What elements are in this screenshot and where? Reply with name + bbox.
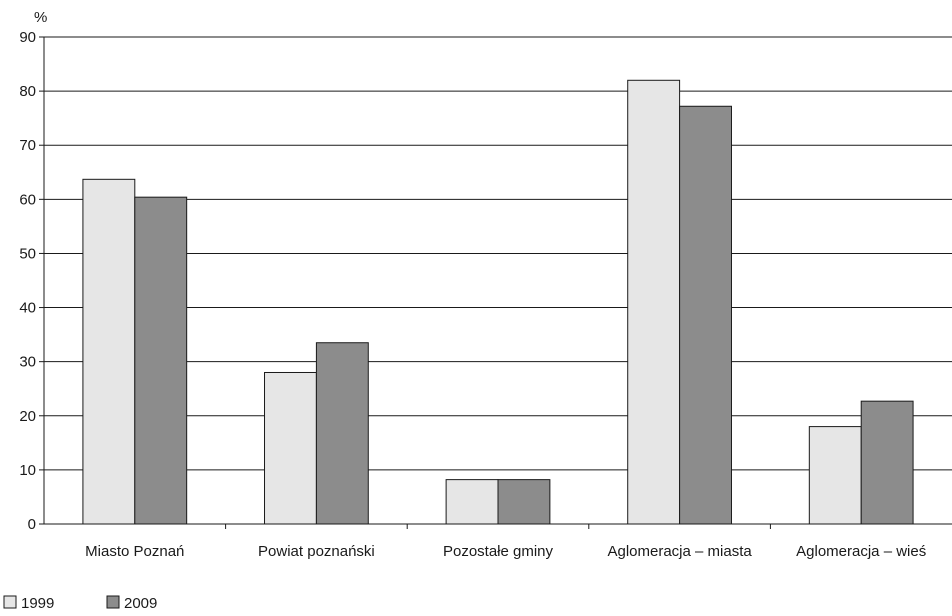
bar-2009-4 xyxy=(860,400,914,525)
bar-1999-3 xyxy=(627,79,681,525)
y-axis-unit: % xyxy=(34,9,47,26)
bars xyxy=(82,79,914,525)
legend-swatch-1999 xyxy=(3,595,17,609)
x-tick-label: Aglomeracja – wieś xyxy=(796,543,926,560)
y-tick-label: 20 xyxy=(19,408,36,425)
legend-label-2009: 2009 xyxy=(124,595,157,612)
y-tick-label: 50 xyxy=(19,245,36,262)
bar-2009-3 xyxy=(679,105,732,525)
bar-1999-2 xyxy=(445,479,499,525)
bar-1999-0 xyxy=(82,178,136,525)
legend-swatch-2009 xyxy=(106,595,120,609)
bar-2009-1 xyxy=(315,342,369,525)
y-tick-label: 30 xyxy=(19,354,36,371)
bar-1999-1 xyxy=(264,371,317,525)
y-tick-label: 80 xyxy=(19,83,36,100)
legend: 1999 2009 xyxy=(3,595,157,612)
gridlines xyxy=(44,36,952,471)
y-tick-label: 0 xyxy=(28,516,36,533)
bar-2009-0 xyxy=(134,196,188,525)
axes: 0 10 20 30 40 50 60 70 80 90 Miasto Poznań Powiat p… xyxy=(19,29,952,560)
y-tick-label: 40 xyxy=(19,300,36,317)
x-tick-label: Miasto Poznań xyxy=(85,543,184,560)
y-tick-label: 90 xyxy=(19,29,36,46)
y-tick-label: 10 xyxy=(19,462,36,479)
bar-1999-4 xyxy=(808,426,862,525)
x-tick-label: Powiat poznański xyxy=(258,543,375,560)
x-tick-label: Pozostałe gminy xyxy=(443,543,554,560)
y-tick-label: 60 xyxy=(19,191,36,208)
y-tick-label: 70 xyxy=(19,137,36,154)
legend-label-1999: 1999 xyxy=(21,595,54,612)
x-tick-label: Aglomeracja – miasta xyxy=(607,543,752,560)
bar-2009-2 xyxy=(497,479,551,525)
